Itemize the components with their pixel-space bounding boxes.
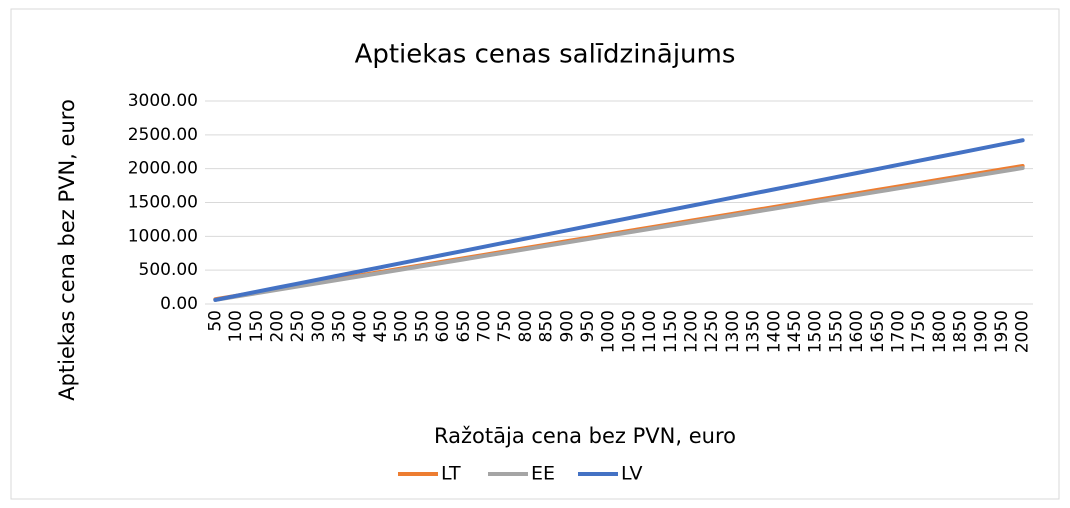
x-tick-label: 1150	[661, 310, 681, 353]
x-tick-label: 200	[267, 310, 287, 342]
x-tick-label: 50	[205, 310, 225, 332]
x-tick-label: 350	[330, 310, 350, 342]
x-tick-label: 1750	[909, 310, 929, 353]
x-tick-label: 850	[537, 310, 557, 342]
x-tick-label: 1850	[951, 310, 971, 353]
series-line	[213, 165, 1025, 302]
x-tick-label: 450	[371, 310, 391, 342]
x-tick-label: 600	[433, 310, 453, 342]
x-tick-label: 1300	[723, 310, 743, 353]
x-tick-label: 1350	[744, 310, 764, 353]
x-tick-label: 500	[392, 310, 412, 342]
x-tick-label: 1050	[619, 310, 639, 353]
x-tick-label: 1800	[930, 310, 950, 353]
chart-border	[10, 8, 1060, 500]
x-tick-label: 100	[226, 310, 246, 342]
y-tick-label: 2500.00	[128, 125, 198, 145]
x-tick-label: 900	[557, 310, 577, 342]
x-tick-label: 800	[516, 310, 536, 342]
x-tick-label: 700	[474, 310, 494, 342]
legend-label: LT	[441, 463, 461, 485]
x-tick-label: 2000	[1013, 310, 1033, 353]
y-tick-label: 2000.00	[128, 159, 198, 179]
x-tick-label: 1200	[681, 310, 701, 353]
chart-title: Aptiekas cenas salīdzinājums	[355, 40, 736, 70]
legend-label: LV	[621, 463, 643, 485]
y-tick-label: 0.00	[160, 294, 198, 314]
x-tick-label: 1100	[640, 310, 660, 353]
y-tick-label: 500.00	[139, 260, 198, 280]
x-tick-label: 1650	[868, 310, 888, 353]
x-tick-label: 300	[309, 310, 329, 342]
x-tick-label: 1700	[888, 310, 908, 353]
x-tick-label: 1450	[785, 310, 805, 353]
x-tick-label: 150	[247, 310, 267, 342]
x-tick-label: 1250	[702, 310, 722, 353]
x-tick-label: 750	[495, 310, 515, 342]
x-tick-label: 1000	[599, 310, 619, 353]
x-tick-label: 1400	[764, 310, 784, 353]
x-tick-label: 400	[350, 310, 370, 342]
x-tick-label: 1550	[826, 310, 846, 353]
x-tick-label: 1900	[971, 310, 991, 353]
y-tick-label: 1000.00	[128, 226, 198, 246]
x-tick-label: 250	[288, 310, 308, 342]
series-line	[213, 138, 1025, 302]
x-tick-label: 1500	[806, 310, 826, 353]
y-axis-label: Aptiekas cena bez PVN, euro	[55, 99, 79, 401]
x-tick-label: 550	[412, 310, 432, 342]
x-tick-label: 1600	[847, 310, 867, 353]
x-axis-label: Ražotāja cena bez PVN, euro	[434, 424, 736, 448]
legend-label: EE	[531, 463, 555, 485]
y-tick-label: 1500.00	[128, 193, 198, 213]
x-tick-label: 1950	[992, 310, 1012, 353]
y-tick-label: 3000.00	[128, 91, 198, 111]
x-tick-label: 950	[578, 310, 598, 342]
x-tick-label: 650	[454, 310, 474, 342]
